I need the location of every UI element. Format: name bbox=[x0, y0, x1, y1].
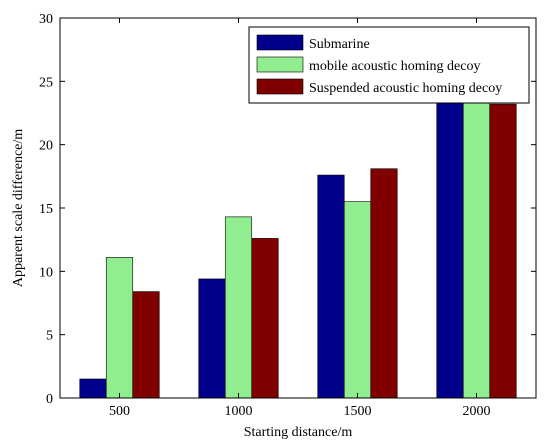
bar-mobile-acoustic-homing-decoy-1500 bbox=[343, 201, 372, 399]
x-tick-label-2000: 2000 bbox=[463, 404, 491, 419]
legend-swatch-mobile-acoustic-homing-decoy bbox=[256, 56, 304, 73]
legend-label-suspended-acoustic-homing-decoy: Suspended acoustic homing decoy bbox=[309, 81, 502, 96]
x-tick-label-500: 500 bbox=[109, 404, 130, 419]
x-tick-label-1000: 1000 bbox=[225, 404, 253, 419]
bar-submarine-1000 bbox=[198, 278, 226, 399]
bar-submarine-1500 bbox=[317, 174, 345, 399]
y-tick-label-15: 15 bbox=[39, 202, 53, 217]
legend: Submarine mobile acoustic homing decoy Sus… bbox=[248, 26, 530, 104]
bar-suspended-acoustic-homing-decoy-2000 bbox=[489, 103, 517, 399]
y-tick-label-30: 30 bbox=[39, 12, 53, 27]
bar-submarine-500 bbox=[79, 378, 107, 399]
bar-suspended-acoustic-homing-decoy-1500 bbox=[370, 168, 398, 399]
bar-mobile-acoustic-homing-decoy-1000 bbox=[224, 216, 253, 399]
x-axis-title: Starting distance/m bbox=[244, 425, 353, 440]
axis-ticks bbox=[60, 17, 536, 399]
y-tick-labels: 0 5 10 15 20 25 30 bbox=[39, 12, 53, 407]
y-tick-label-20: 20 bbox=[39, 139, 53, 154]
legend-label-mobile-acoustic-homing-decoy: mobile acoustic homing decoy bbox=[309, 59, 480, 74]
y-tick-label-25: 25 bbox=[39, 75, 53, 90]
y-tick-label-0: 0 bbox=[46, 392, 53, 407]
y-tick-label-10: 10 bbox=[39, 265, 53, 280]
bar-suspended-acoustic-homing-decoy-1000 bbox=[251, 238, 279, 399]
y-axis-title: Apparent scale difference/m bbox=[11, 129, 26, 287]
bar-mobile-acoustic-homing-decoy-500 bbox=[105, 257, 134, 399]
bar-submarine-2000 bbox=[436, 91, 464, 399]
x-tick-labels: 500 1000 1500 2000 bbox=[109, 404, 491, 419]
bar-suspended-acoustic-homing-decoy-500 bbox=[132, 291, 160, 399]
legend-swatch-submarine bbox=[256, 34, 304, 51]
y-tick-label-5: 5 bbox=[46, 329, 53, 344]
x-tick-label-1500: 1500 bbox=[344, 404, 372, 419]
legend-label-submarine: Submarine bbox=[309, 37, 370, 52]
legend-swatch-suspended-acoustic-homing-decoy bbox=[256, 78, 304, 95]
bar-mobile-acoustic-homing-decoy-2000 bbox=[462, 91, 491, 399]
bars-layer bbox=[79, 91, 517, 399]
